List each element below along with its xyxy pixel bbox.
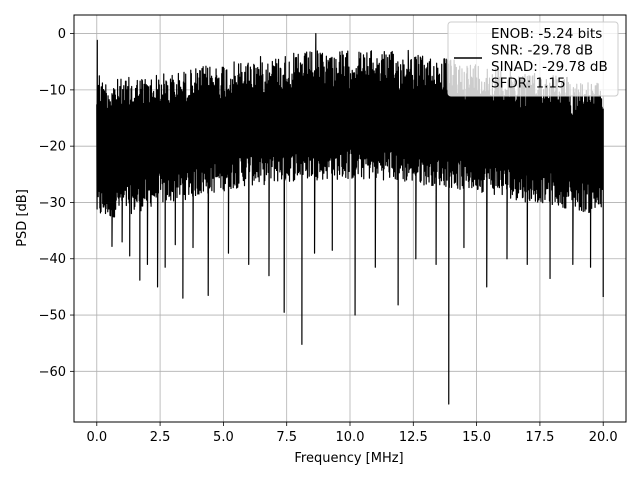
y-tick-label: −20 [39, 140, 66, 155]
x-tick-label: 20.0 [589, 430, 618, 445]
y-tick-label: −60 [39, 365, 66, 380]
y-tick-label: −10 [39, 83, 66, 98]
psd-line [96, 32, 604, 405]
legend-snr: SNR: -29.78 dB [491, 43, 593, 59]
y-axis-label: PSD [dB] [15, 189, 30, 247]
x-axis-label: Frequency [MHz] [294, 451, 403, 466]
x-tick-label: 5.0 [213, 430, 234, 445]
y-tick-label: 0 [58, 27, 66, 42]
legend: ENOB: -5.24 bits SNR: -29.78 dB SINAD: -… [447, 21, 619, 97]
x-tick-label: 17.5 [525, 430, 554, 445]
axis-ticks: 0.0 2.5 5.0 7.5 10.0 12.5 15.0 17.5 20.0 0 −10 −20 −… [39, 27, 618, 445]
legend-sinad: SINAD: -29.78 dB [491, 59, 608, 75]
legend-box [447, 21, 619, 97]
x-tick-label: 10.0 [336, 430, 365, 445]
legend-enob: ENOB: -5.24 bits [491, 26, 602, 42]
x-tick-label: 2.5 [150, 430, 171, 445]
psd-trace [96, 32, 604, 405]
x-tick-label: 7.5 [276, 430, 297, 445]
x-tick-label: 15.0 [462, 430, 491, 445]
y-tick-label: −40 [39, 252, 66, 267]
x-tick-label: 12.5 [399, 430, 428, 445]
y-tick-label: −50 [39, 309, 66, 324]
legend-sfdr: SFDR: 1.15 [491, 76, 566, 92]
x-tick-label: 0.0 [86, 430, 107, 445]
y-tick-label: −30 [39, 196, 66, 211]
